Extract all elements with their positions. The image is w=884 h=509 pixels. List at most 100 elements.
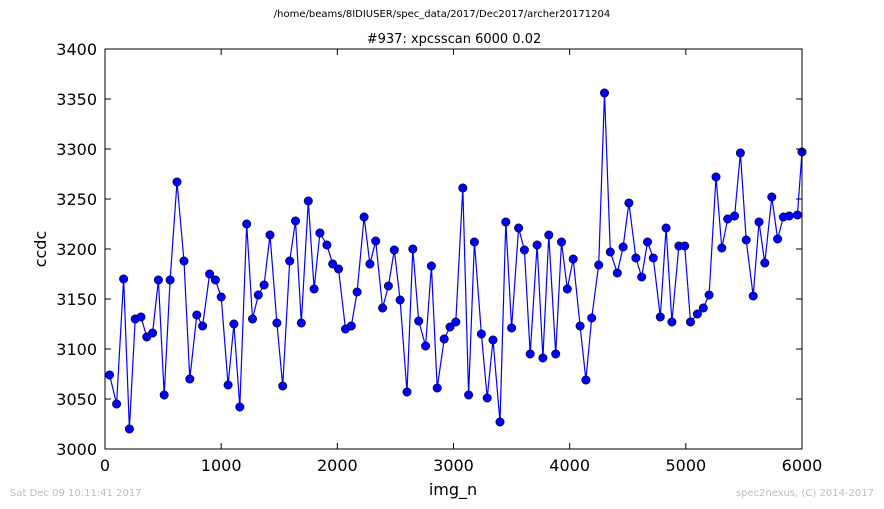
data-point — [153, 275, 163, 285]
data-point — [618, 242, 628, 252]
data-point — [359, 212, 369, 222]
data-point — [717, 243, 727, 253]
data-point — [426, 261, 436, 271]
data-point — [612, 268, 622, 278]
data-point — [514, 223, 524, 233]
data-point — [210, 275, 220, 285]
data-point — [685, 317, 695, 327]
footer-timestamp: Sat Dec 09 10:11:41 2017 — [10, 488, 142, 499]
data-point — [767, 192, 777, 202]
data-point — [389, 245, 399, 255]
data-point — [501, 217, 511, 227]
data-point — [655, 312, 665, 322]
data-point — [587, 313, 597, 323]
data-point — [303, 196, 313, 206]
data-point — [235, 402, 245, 412]
data-point — [488, 335, 498, 345]
data-point — [322, 240, 332, 250]
data-point — [259, 280, 269, 290]
data-point — [395, 295, 405, 305]
data-point — [562, 284, 572, 294]
data-point — [383, 281, 393, 291]
data-point — [229, 319, 239, 329]
data-point — [124, 424, 134, 434]
data-point — [445, 322, 455, 332]
x-tick-label: 2000 — [317, 456, 358, 475]
data-point — [265, 230, 275, 240]
data-point — [594, 260, 604, 270]
x-tick-label: 0 — [100, 456, 110, 475]
data-point — [352, 287, 362, 297]
y-tick-label: 3300 — [56, 140, 97, 159]
data-point — [525, 349, 535, 359]
data-point — [735, 148, 745, 158]
data-point — [451, 317, 461, 327]
data-point — [378, 303, 388, 313]
data-point — [296, 318, 306, 328]
data-point — [648, 253, 658, 263]
data-point — [661, 223, 671, 233]
data-point — [198, 321, 208, 331]
data-point — [748, 291, 758, 301]
data-point — [605, 247, 615, 257]
file-path-heading: /home/beams/8IDIUSER/spec_data/2017/Dec2… — [273, 9, 611, 20]
data-point — [631, 253, 641, 263]
y-tick-label: 3000 — [56, 440, 97, 459]
x-axis-label: img_n — [429, 480, 477, 500]
data-point — [105, 370, 115, 380]
data-point — [464, 390, 474, 400]
chart-title: #937: xpcsscan 6000 0.02 — [367, 32, 542, 47]
data-point — [333, 264, 343, 274]
data-point — [223, 380, 233, 390]
y-tick-label: 3150 — [56, 290, 97, 309]
data-point — [248, 314, 258, 324]
data-point — [371, 236, 381, 246]
data-point — [754, 217, 764, 227]
data-point — [165, 275, 175, 285]
data-point — [328, 259, 338, 269]
data-point — [624, 198, 634, 208]
x-tick-label: 1000 — [201, 456, 242, 475]
data-point — [532, 240, 542, 250]
data-point — [637, 272, 647, 282]
data-point — [216, 292, 226, 302]
data-point — [469, 237, 479, 247]
data-point — [179, 256, 189, 266]
data-point — [599, 88, 609, 98]
data-point — [253, 290, 263, 300]
y-axis-label: ccdc — [31, 231, 50, 268]
data-point — [136, 312, 146, 322]
y-tick-label: 3400 — [56, 40, 97, 59]
series-line — [109, 92, 803, 430]
data-point — [495, 417, 505, 427]
data-point — [792, 210, 802, 220]
data-point — [272, 318, 282, 328]
axes-frame — [104, 48, 803, 450]
data-point — [185, 374, 195, 384]
y-tick-label: 3250 — [56, 190, 97, 209]
data-point — [315, 228, 325, 238]
data-point — [544, 230, 554, 240]
data-point — [692, 309, 702, 319]
footer-credit: spec2nexus, (C) 2014-2017 — [735, 488, 874, 499]
data-point — [784, 211, 794, 221]
data-point — [711, 172, 721, 182]
data-point — [205, 269, 215, 279]
data-point — [476, 329, 486, 339]
data-point — [575, 321, 585, 331]
data-point — [365, 259, 375, 269]
x-tick-label: 6000 — [782, 456, 823, 475]
data-point — [667, 317, 677, 327]
x-tick-label: 5000 — [665, 456, 706, 475]
data-point — [432, 383, 442, 393]
data-point — [159, 390, 169, 400]
data-point — [192, 310, 202, 320]
data-point — [112, 399, 122, 409]
data-point — [285, 256, 295, 266]
data-point — [760, 258, 770, 268]
data-point — [148, 328, 158, 338]
data-point — [309, 284, 319, 294]
data-point — [698, 303, 708, 313]
data-point — [172, 177, 182, 187]
